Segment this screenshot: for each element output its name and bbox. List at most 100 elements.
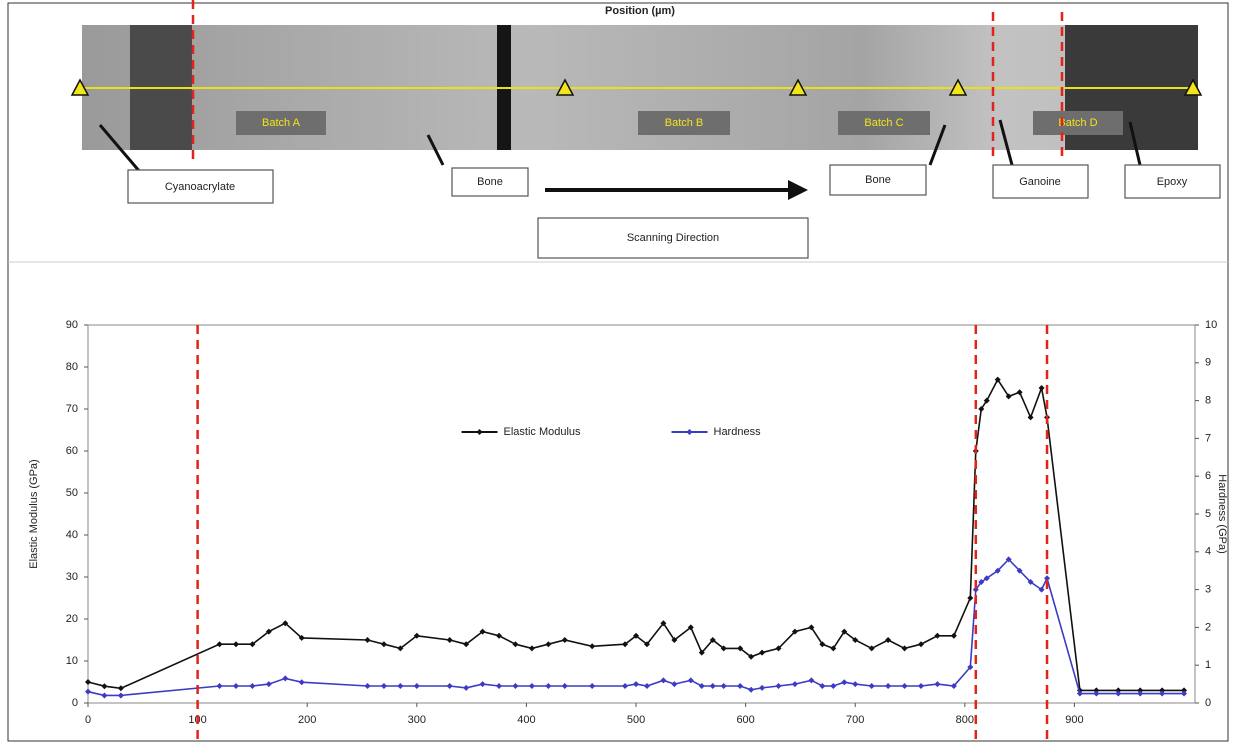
data-point <box>819 683 825 689</box>
batch-label: Batch A <box>262 117 301 129</box>
data-point <box>710 683 716 689</box>
data-point <box>447 637 453 643</box>
figure: Position (µm) Batch A Batch B Batch C Ba… <box>0 0 1236 745</box>
y-tick-label: 30 <box>66 571 78 583</box>
micrograph: Position (µm) Batch A Batch B Batch C Ba… <box>72 0 1220 258</box>
x-tick-label: 200 <box>298 714 316 726</box>
data-point <box>1028 414 1034 420</box>
data-point <box>1077 691 1083 697</box>
plot-area <box>88 325 1195 703</box>
data-point <box>902 683 908 689</box>
y2-tick-label: 8 <box>1205 395 1211 407</box>
data-point <box>529 645 535 651</box>
data-point <box>841 679 847 685</box>
direction-arrowhead <box>788 180 808 200</box>
data-point <box>885 683 891 689</box>
data-point <box>808 677 814 683</box>
y2-tick-label: 7 <box>1205 432 1211 444</box>
data-point <box>1017 389 1023 395</box>
data-point <box>1159 691 1165 697</box>
data-point <box>562 637 568 643</box>
data-point <box>748 687 754 693</box>
callout-label: Ganoine <box>1019 176 1061 188</box>
data-point <box>512 683 518 689</box>
data-point <box>101 683 107 689</box>
data-point <box>934 681 940 687</box>
y-tick-label: 10 <box>66 655 78 667</box>
y-tick-label: 70 <box>66 403 78 415</box>
data-point <box>934 633 940 639</box>
data-point <box>688 677 694 683</box>
data-point <box>512 641 518 647</box>
y2-tick-label: 10 <box>1205 319 1217 331</box>
data-point <box>85 679 91 685</box>
data-point <box>233 683 239 689</box>
data-point <box>282 675 288 681</box>
x-tick-label: 500 <box>627 714 645 726</box>
data-point <box>1181 691 1187 697</box>
data-point <box>545 683 551 689</box>
x-tick-label: 300 <box>408 714 426 726</box>
series-line <box>88 559 1184 695</box>
data-point <box>1115 691 1121 697</box>
data-point <box>967 595 973 601</box>
data-point <box>118 692 124 698</box>
data-point <box>299 679 305 685</box>
y2-tick-label: 6 <box>1205 470 1211 482</box>
data-point <box>1039 385 1045 391</box>
data-point <box>737 683 743 689</box>
data-point <box>217 641 223 647</box>
batch-label: Batch D <box>1058 117 1097 129</box>
data-point <box>671 681 677 687</box>
legend-label: Hardness <box>714 426 762 438</box>
data-point <box>869 683 875 689</box>
batch-label: Batch B <box>665 117 704 129</box>
data-point <box>759 650 765 656</box>
data-point <box>249 683 255 689</box>
y2-tick-label: 3 <box>1205 584 1211 596</box>
data-point <box>792 681 798 687</box>
y-tick-label: 80 <box>66 361 78 373</box>
y-tick-label: 0 <box>72 697 78 709</box>
y-tick-label: 40 <box>66 529 78 541</box>
data-point <box>918 683 924 689</box>
data-point <box>1093 691 1099 697</box>
data-point <box>721 683 727 689</box>
y-tick-label: 50 <box>66 487 78 499</box>
data-point <box>447 683 453 689</box>
data-point <box>233 641 239 647</box>
data-point <box>364 683 370 689</box>
callout-label: Epoxy <box>1157 176 1188 188</box>
callout-label: Cyanoacrylate <box>165 181 235 193</box>
data-point <box>562 683 568 689</box>
data-point <box>918 641 924 647</box>
x-tick-label: 400 <box>517 714 535 726</box>
y-tick-label: 90 <box>66 319 78 331</box>
data-point <box>266 681 272 687</box>
x-tick-label: 900 <box>1065 714 1083 726</box>
x-tick-label: 800 <box>956 714 974 726</box>
data-point <box>644 683 650 689</box>
y2-tick-label: 9 <box>1205 357 1211 369</box>
y2-tick-label: 4 <box>1205 546 1211 558</box>
data-point <box>217 683 223 689</box>
y2-tick-label: 2 <box>1205 621 1211 633</box>
data-point <box>381 641 387 647</box>
data-point <box>622 683 628 689</box>
data-point <box>118 685 124 691</box>
data-point <box>589 683 595 689</box>
data-point <box>381 683 387 689</box>
data-point <box>589 643 595 649</box>
data-point <box>496 633 502 639</box>
data-point <box>545 641 551 647</box>
data-point <box>496 683 502 689</box>
chart: 0102030405060708090012345678910010020030… <box>28 319 1228 743</box>
data-point <box>480 681 486 687</box>
y2-tick-label: 1 <box>1205 659 1211 671</box>
y-axis-label: Elastic Modulus (GPa) <box>28 459 40 568</box>
y2-tick-label: 5 <box>1205 508 1211 520</box>
data-point <box>660 677 666 683</box>
data-point <box>1137 691 1143 697</box>
y-tick-label: 60 <box>66 445 78 457</box>
direction-label: Scanning Direction <box>627 232 719 244</box>
